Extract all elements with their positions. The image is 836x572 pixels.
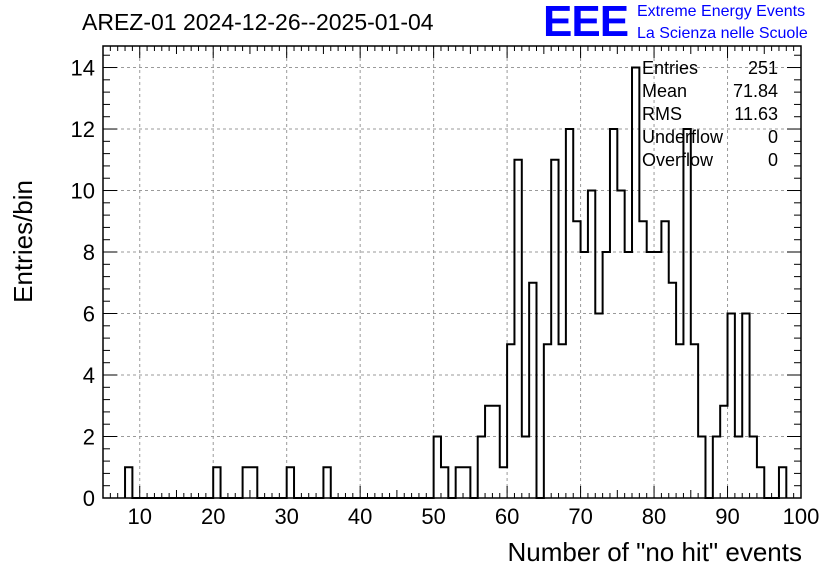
- y-axis-label-wrap: Entries/bin: [6, 180, 38, 320]
- x-tick-label: 10: [127, 504, 151, 529]
- stats-value: 71.84: [732, 81, 778, 101]
- histogram-bin: [544, 344, 551, 498]
- histogram-bin: [559, 344, 566, 498]
- x-tick-label: 80: [642, 504, 666, 529]
- histogram-bin: [757, 467, 764, 498]
- histogram-bin: [485, 406, 492, 498]
- stats-key: Mean: [642, 81, 688, 101]
- chart-title: AREZ-01 2024-12-26--2025-01-04: [82, 9, 434, 35]
- histogram-bin: [243, 467, 250, 498]
- x-tick-label: 20: [201, 504, 225, 529]
- stats-value: 0: [767, 150, 778, 170]
- histogram-bin: [507, 344, 514, 498]
- grid-lines: [103, 46, 801, 498]
- histogram-line: [124, 66, 788, 499]
- histogram-bin: [779, 467, 786, 498]
- stats-box: Entries 251 Mean 71.84 RMS 11.63 Underfl…: [640, 58, 780, 173]
- y-tick-label: 10: [71, 179, 95, 204]
- histogram-bin: [595, 314, 602, 498]
- histogram-bin: [250, 467, 257, 498]
- x-tick-label: 50: [421, 504, 445, 529]
- y-tick-label: 8: [83, 240, 95, 265]
- histogram-bin: [713, 437, 720, 498]
- histogram-bin: [529, 283, 536, 498]
- x-tick-label: 30: [274, 504, 298, 529]
- histogram-bin: [698, 437, 705, 498]
- histogram-bin: [478, 437, 485, 498]
- histogram-bin: [573, 221, 580, 498]
- y-tick-label: 4: [83, 363, 95, 388]
- stats-row-rms: RMS 11.63: [640, 104, 780, 127]
- histogram-bin: [125, 467, 132, 498]
- x-tick-label: 70: [568, 504, 592, 529]
- histogram-bin: [463, 467, 470, 498]
- y-tick-label: 14: [71, 56, 95, 81]
- stats-row-mean: Mean 71.84: [640, 81, 780, 104]
- histogram-bin: [676, 344, 683, 498]
- histogram-bin: [522, 437, 529, 498]
- y-tick-label: 0: [83, 486, 95, 511]
- stats-row-entries: Entries 251: [640, 58, 780, 81]
- x-tick-label: 60: [495, 504, 519, 529]
- histogram-bin: [551, 160, 558, 498]
- histogram-bin: [441, 467, 448, 498]
- x-axis-label: Number of "no hit" events: [507, 537, 803, 567]
- histogram-bin: [691, 344, 698, 498]
- y-axis-label: Entries/bin: [8, 180, 38, 303]
- logo-line-1: Extreme Energy Events: [637, 3, 806, 20]
- histogram-bin: [323, 467, 330, 498]
- stats-value: 11.63: [734, 104, 778, 124]
- histogram-bin: [742, 314, 749, 498]
- histogram-bin: [588, 191, 595, 498]
- histogram-bin: [720, 406, 727, 498]
- histogram-bin: [434, 437, 441, 498]
- y-tick-label: 6: [83, 302, 95, 327]
- stats-key: Overflow: [642, 150, 714, 170]
- histogram-bin: [617, 191, 624, 498]
- histogram-bin: [750, 437, 757, 498]
- histogram-bin: [639, 221, 646, 498]
- histogram-bin: [735, 437, 742, 498]
- logo-line-2: La Scienza nelle Scuole: [637, 25, 808, 42]
- x-tick-label: 40: [348, 504, 372, 529]
- stats-row-underflow: Underflow 0: [640, 127, 780, 150]
- tick-labels: 10 20 30 40 50 60 70 80 90 100 0 2 4 6 8 10 12 14: [71, 56, 820, 529]
- histogram-bin: [287, 467, 294, 498]
- eee-logo: EEE: [543, 0, 629, 46]
- histogram-bin: [492, 406, 499, 498]
- histogram-bin: [456, 467, 463, 498]
- axis-ticks: [102, 46, 802, 499]
- stats-key: RMS: [642, 104, 682, 124]
- histogram-bin: [661, 221, 668, 498]
- stats-key: Underflow: [642, 127, 724, 147]
- y-tick-label: 2: [83, 425, 95, 450]
- histogram-bin: [669, 283, 676, 498]
- stats-value: 0: [767, 127, 778, 147]
- stats-value: 251: [747, 58, 778, 78]
- y-tick-label: 12: [71, 117, 95, 142]
- histogram-bin: [213, 467, 220, 498]
- histogram-bin: [500, 467, 507, 498]
- histogram-bin: [728, 314, 735, 498]
- x-tick-label: 100: [783, 504, 820, 529]
- histogram-bin: [632, 68, 639, 498]
- stats-key: Entries: [642, 58, 699, 78]
- x-tick-label: 90: [715, 504, 739, 529]
- histogram-bin: [514, 160, 521, 498]
- stats-row-overflow: Overflow 0: [640, 150, 780, 173]
